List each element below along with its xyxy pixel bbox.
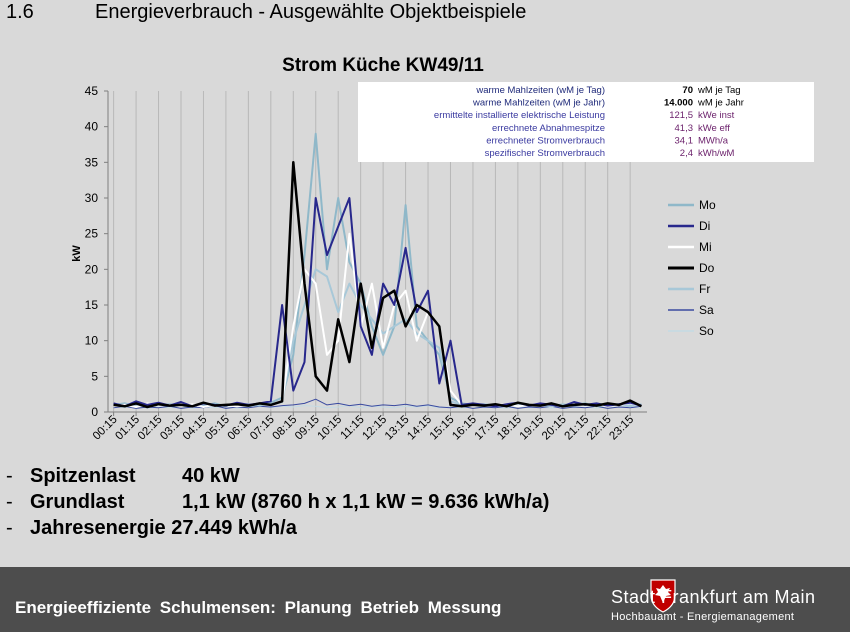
info-label: errechnete Abnahmespitze [492, 123, 605, 134]
legend-label: Mi [699, 240, 712, 254]
y-tick-label: 30 [85, 191, 99, 205]
city-seal-icon [650, 579, 676, 613]
legend-label: Fr [699, 282, 710, 296]
y-tick-label: 35 [85, 155, 99, 169]
info-unit: wM je Tag [697, 85, 741, 96]
info-value: 41,3 [675, 123, 694, 134]
x-tick-label: 22:15 [585, 414, 614, 443]
legend-label: So [699, 324, 714, 338]
y-tick-label: 25 [85, 227, 99, 241]
x-tick-label: 12:15 [360, 414, 389, 443]
legend-label: Sa [699, 303, 714, 317]
y-tick-label: 40 [85, 120, 99, 134]
legend-label: Di [699, 219, 710, 233]
x-tick-label: 02:15 [136, 414, 165, 443]
y-tick-label: 15 [85, 298, 99, 312]
legend-label: Do [699, 261, 715, 275]
summary-label: Spitzenlast [30, 465, 136, 487]
summary-item: - Spitzenlast 40 kW [6, 463, 549, 489]
summary-value: 27.449 kWh/a [171, 517, 297, 539]
y-tick-label: 0 [91, 405, 98, 419]
logo-line2: Hochbauamt - Energiemanagement [611, 611, 795, 623]
summary-value: 40 kW [182, 465, 240, 487]
bullet-dash: - [6, 465, 13, 487]
x-tick-label: 03:15 [158, 414, 187, 443]
x-tick-label: 04:15 [181, 414, 210, 443]
info-unit: kWe eff [698, 123, 730, 134]
slide-number: 1.6 [6, 1, 34, 23]
summary-label: Jahresenergie [30, 517, 166, 539]
summary-value: 1,1 kW (8760 h x 1,1 kW = 9.636 kWh/a) [182, 491, 550, 513]
info-value: 121,5 [669, 110, 693, 121]
logo-line1: Stadt Frankfurt am Main [611, 587, 816, 607]
footer-bar: Energieeffiziente Schulmensen: Planung B… [0, 567, 850, 632]
chart-title: Strom Küche KW49/11 [282, 55, 484, 76]
x-tick-label: 18:15 [495, 414, 524, 443]
series-line-do [113, 161, 642, 409]
x-tick-label: 11:15 [339, 414, 367, 442]
y-tick-label: 45 [85, 84, 99, 98]
info-label: warme Mahlzeiten (wM je Jahr) [472, 98, 605, 109]
slide-header: 1.6 Energieverbrauch - Ausgewählte Objek… [0, 0, 850, 32]
chart: Strom Küche KW49/11 0 5 10 15 20 25 30 35 40 45 kW 0… [71, 55, 814, 443]
x-tick-label: 16:15 [450, 414, 479, 443]
info-unit: kWh/wM [698, 148, 735, 159]
info-label: ermittelte installierte elektrische Leis… [434, 110, 605, 121]
x-tick-label: 20:15 [540, 414, 569, 443]
x-tick-label: 06:15 [226, 414, 255, 443]
info-unit: kWe inst [698, 110, 735, 121]
x-tick-label: 19:15 [518, 414, 547, 443]
bullet-dash: - [6, 517, 13, 539]
x-tick-label: 01:15 [113, 414, 142, 443]
x-tick-label: 07:15 [248, 414, 277, 443]
legend-label: Mo [699, 198, 716, 212]
x-tick-label: 21:15 [563, 414, 592, 443]
y-tick-label: 10 [85, 334, 99, 348]
info-value: 70 [682, 85, 693, 96]
x-tick-label: 05:15 [203, 414, 232, 443]
info-value: 14.000 [664, 98, 693, 109]
info-value: 34,1 [675, 135, 694, 146]
info-label: spezifischer Stromverbrauch [485, 148, 605, 159]
info-value: 2,4 [680, 148, 693, 159]
info-label: warme Mahlzeiten (wM je Tag) [475, 85, 605, 96]
info-table [358, 82, 814, 162]
bullet-dash: - [6, 491, 13, 513]
x-tick-label: 08:15 [271, 414, 300, 443]
y-tick-label: 20 [85, 262, 99, 276]
summary-item: - Jahresenergie 27.449 kWh/a [6, 515, 549, 541]
y-tick-label: 5 [91, 369, 98, 383]
summary-label: Grundlast [30, 491, 125, 513]
info-unit: MWh/a [698, 135, 729, 146]
y-axis-label: kW [71, 245, 83, 262]
x-tick-label: 23:15 [607, 414, 636, 443]
info-label: errechneter Stromverbrauch [486, 135, 605, 146]
summary-item: - Grundlast 1,1 kW (8760 h x 1,1 kW = 9.63… [6, 489, 549, 515]
x-tick-label: 17:15 [473, 414, 502, 443]
info-unit: wM je Jahr [697, 98, 744, 109]
summary-list: - Spitzenlast 40 kW - Grundlast 1,1 kW (8760… [6, 463, 549, 541]
x-tick-label: 09:15 [293, 414, 322, 443]
slide-title: Energieverbrauch - Ausgewählte Objektbei… [95, 1, 527, 23]
x-tick-label: 13:15 [383, 414, 412, 443]
footer-text: Energieeffiziente Schulmensen: Planung B… [15, 598, 502, 617]
x-tick-label: 10:15 [315, 414, 344, 443]
x-tick-label: 15:15 [428, 414, 457, 443]
x-tick-label: 14:15 [405, 414, 434, 443]
